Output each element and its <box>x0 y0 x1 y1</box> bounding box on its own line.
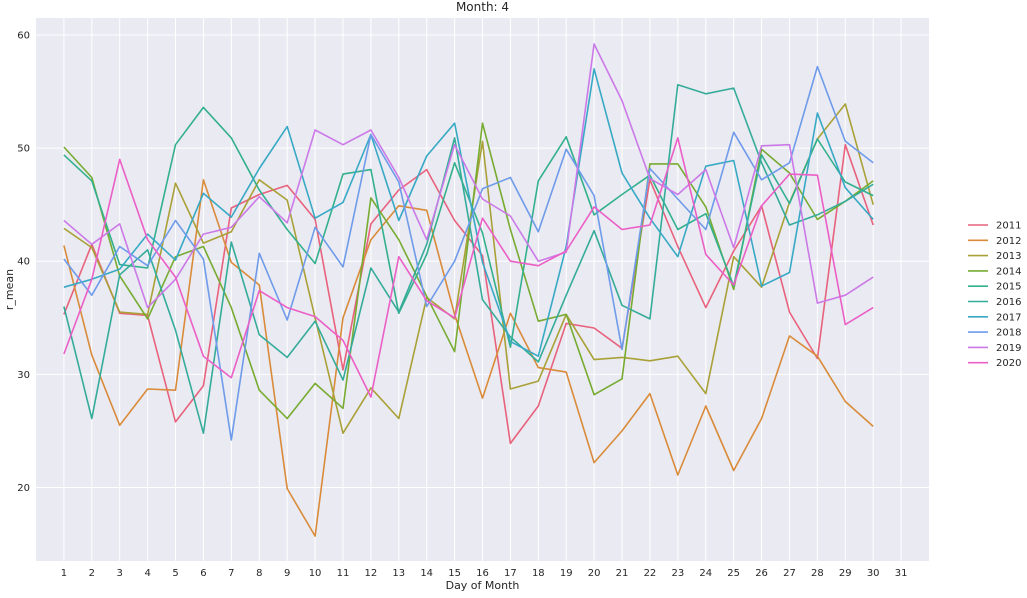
x-tick-label: 1 <box>61 568 67 579</box>
y-tick-label: 20 <box>17 483 30 494</box>
series-lines <box>63 43 874 537</box>
x-tick-label: 12 <box>365 568 378 579</box>
chart-title: Month: 4 <box>456 0 509 14</box>
x-tick-label: 6 <box>200 568 206 579</box>
series-line-2015 <box>63 106 874 349</box>
x-tick-label: 4 <box>144 568 150 579</box>
x-tick-label: 8 <box>256 568 262 579</box>
legend-label-2016: 2016 <box>996 297 1021 308</box>
series-line-2016 <box>63 83 874 435</box>
legend-label-2014: 2014 <box>996 266 1021 277</box>
x-tick-label: 31 <box>895 568 908 579</box>
series-line-2019 <box>63 43 874 309</box>
x-axis-title: Day of Month <box>446 579 520 592</box>
grid-lines <box>36 18 929 561</box>
x-tick-label: 3 <box>117 568 123 579</box>
legend-label-2020: 2020 <box>996 358 1021 369</box>
x-tick-label: 17 <box>504 568 517 579</box>
series-line-2020 <box>63 137 874 398</box>
y-tick-labels: 20 30 40 50 60 <box>17 30 30 494</box>
x-tick-label: 13 <box>392 568 405 579</box>
x-tick-label: 27 <box>783 568 796 579</box>
x-tick-label: 2 <box>89 568 95 579</box>
legend-label-2012: 2012 <box>996 236 1021 247</box>
x-tick-label: 28 <box>811 568 824 579</box>
x-tick-label: 21 <box>616 568 629 579</box>
x-tick-label: 30 <box>867 568 880 579</box>
x-tick-label: 20 <box>588 568 601 579</box>
legend-label-2015: 2015 <box>996 282 1021 293</box>
y-tick-label: 40 <box>17 257 30 268</box>
series-line-2017 <box>63 68 874 358</box>
x-tick-label: 7 <box>228 568 234 579</box>
series-line-2018 <box>63 65 874 441</box>
series-line-2012 <box>63 179 874 537</box>
x-tick-label: 11 <box>337 568 350 579</box>
legend-label-2011: 2011 <box>996 221 1021 232</box>
legend-label-2018: 2018 <box>996 328 1021 339</box>
x-tick-label: 16 <box>476 568 489 579</box>
legend: 2011 2012 2013 2014 2015 2016 2017 2018 2019 2020 <box>968 221 1021 369</box>
y-tick-label: 30 <box>17 370 30 381</box>
legend-label-2017: 2017 <box>996 312 1021 323</box>
y-axis-title: r_mean <box>3 269 16 310</box>
legend-label-2013: 2013 <box>996 251 1021 262</box>
x-tick-label: 5 <box>172 568 178 579</box>
x-tick-label: 24 <box>699 568 712 579</box>
x-tick-label: 22 <box>644 568 657 579</box>
legend-label-2019: 2019 <box>996 343 1021 354</box>
x-tick-label: 19 <box>560 568 573 579</box>
x-tick-label: 29 <box>839 568 852 579</box>
x-tick-label: 23 <box>671 568 684 579</box>
x-tick-label: 18 <box>532 568 545 579</box>
y-tick-label: 50 <box>17 144 30 155</box>
x-tick-label: 26 <box>755 568 768 579</box>
x-tick-labels: 1 2 3 4 5 6 7 8 9 10 11 12 13 14 15 16 17 18 19 20 21 22 23 24 2… <box>61 568 908 579</box>
x-tick-label: 15 <box>448 568 461 579</box>
x-tick-label: 9 <box>284 568 290 579</box>
y-tick-label: 60 <box>17 30 30 41</box>
x-tick-label: 10 <box>309 568 322 579</box>
x-tick-label: 25 <box>727 568 740 579</box>
x-tick-label: 14 <box>420 568 433 579</box>
